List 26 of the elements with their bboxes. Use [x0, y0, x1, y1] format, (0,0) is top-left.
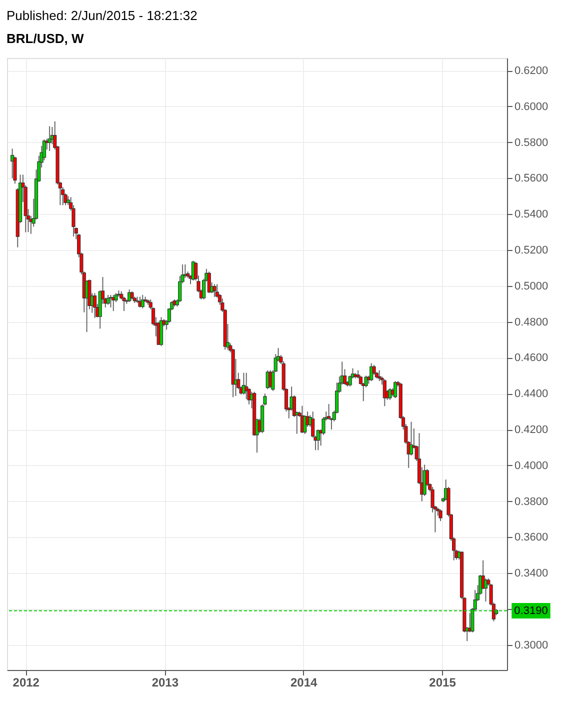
y-tick-label: 0.6000: [514, 100, 548, 113]
ref-line-label: 0.3190: [514, 604, 548, 617]
y-tick-label: 0.5600: [514, 172, 548, 185]
y-tick-label: 0.5400: [514, 208, 548, 221]
x-tick-label: 2015: [429, 676, 456, 690]
y-tick-label: 0.4000: [514, 460, 548, 472]
x-tick-label: 2013: [152, 676, 179, 690]
candlestick: [378, 370, 382, 382]
chart-title: BRL/USD, W: [6, 31, 84, 46]
y-tick-label: 0.5200: [514, 244, 548, 257]
x-tick-label: 2012: [12, 676, 40, 690]
y-tick-label: 0.3600: [514, 532, 548, 544]
x-tick-label: 2014: [290, 676, 318, 690]
y-tick-label: 0.5000: [514, 280, 548, 292]
y-tick-label: 0.6200: [514, 65, 548, 78]
candlestick: [212, 284, 216, 298]
chart-subtitle: Published: 2/Jun/2015 - 18:21:32: [6, 8, 198, 23]
y-tick-label: 0.4800: [514, 316, 548, 328]
y-tick-label: 0.4600: [514, 352, 548, 364]
y-tick-label: 0.3000: [514, 639, 548, 652]
y-tick-label: 0.4400: [514, 388, 548, 400]
y-tick-label: 0.3400: [514, 568, 548, 580]
y-tick-label: 0.3800: [514, 496, 548, 508]
candlestick: [438, 508, 442, 522]
y-tick-label: 0.5800: [514, 136, 548, 149]
y-tick-label: 0.4200: [514, 424, 548, 436]
